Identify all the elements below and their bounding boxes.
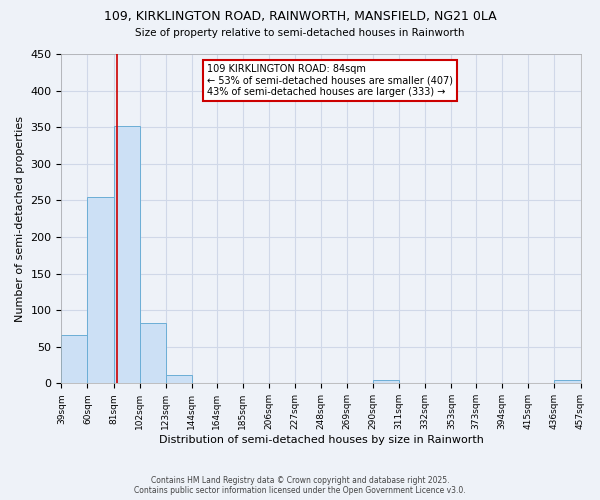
X-axis label: Distribution of semi-detached houses by size in Rainworth: Distribution of semi-detached houses by … [158, 435, 484, 445]
Bar [88, 196, 113, 384]
Bar [166, 376, 192, 384]
Text: Size of property relative to semi-detached houses in Rainworth: Size of property relative to semi-detach… [135, 28, 465, 38]
Bar [554, 380, 581, 384]
Bar [140, 324, 166, 384]
Text: Contains HM Land Registry data © Crown copyright and database right 2025.
Contai: Contains HM Land Registry data © Crown c… [134, 476, 466, 495]
Bar [61, 335, 88, 384]
Bar [113, 126, 140, 384]
Bar [373, 380, 399, 384]
Text: 109, KIRKLINGTON ROAD, RAINWORTH, MANSFIELD, NG21 0LA: 109, KIRKLINGTON ROAD, RAINWORTH, MANSFI… [104, 10, 496, 23]
Y-axis label: Number of semi-detached properties: Number of semi-detached properties [15, 116, 25, 322]
Text: 109 KIRKLINGTON ROAD: 84sqm
← 53% of semi-detached houses are smaller (407)
43% : 109 KIRKLINGTON ROAD: 84sqm ← 53% of sem… [207, 64, 453, 97]
